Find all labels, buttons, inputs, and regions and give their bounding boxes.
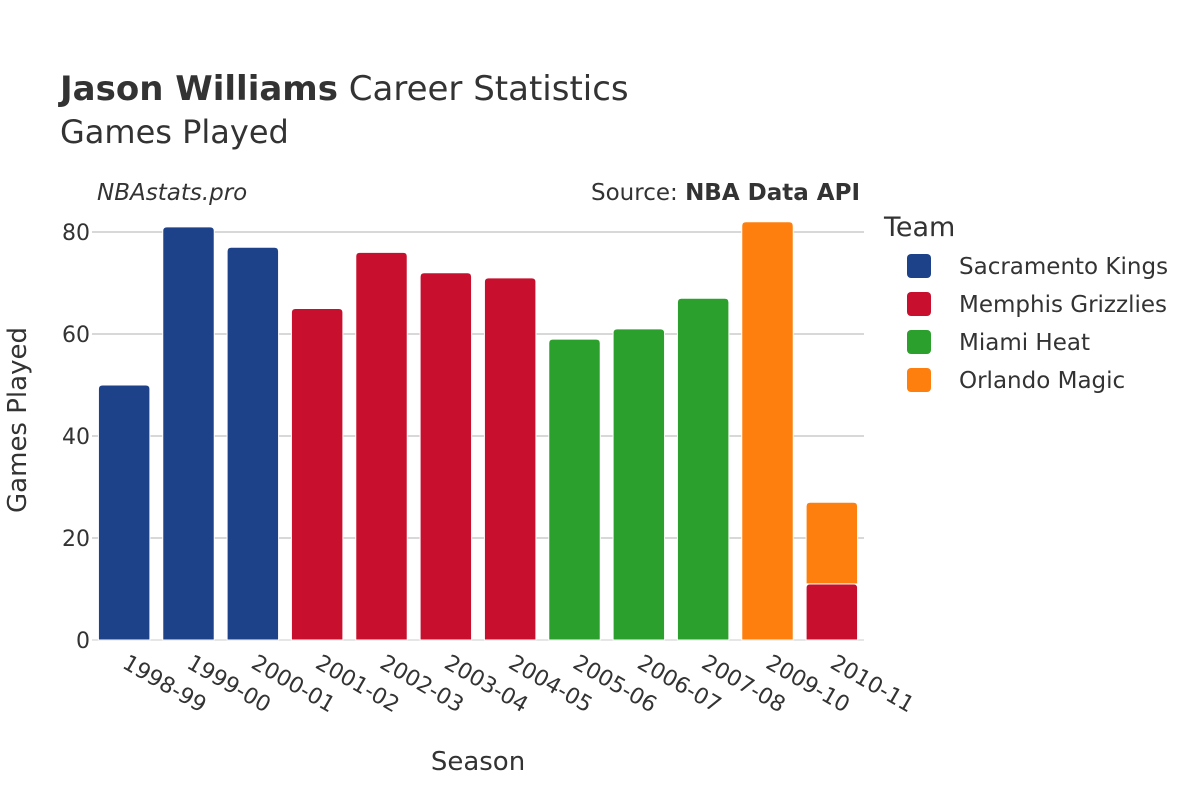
- legend-swatch-miami-heat: [907, 330, 931, 354]
- y-tick-label: 40: [62, 425, 90, 450]
- watermark: NBAstats.pro: [97, 180, 247, 206]
- legend-label-miami-heat[interactable]: Miami Heat: [959, 330, 1090, 356]
- legend-swatch-sacramento-kings: [907, 254, 931, 278]
- x-axis-ticks: 1998-991999-002000-012001-022002-032003-…: [118, 651, 918, 719]
- y-tick-label: 60: [62, 323, 90, 348]
- bar-2000-01-sacramento-kings[interactable]: [226, 246, 280, 641]
- y-tick-label: 0: [76, 629, 90, 654]
- y-tick-label: 20: [62, 527, 90, 552]
- y-axis-title: Games Played: [3, 327, 33, 513]
- grid-lines: [92, 231, 864, 641]
- legend-swatch-orlando-magic: [907, 368, 931, 392]
- bar-2007-08-miami-heat[interactable]: [676, 297, 730, 641]
- chart-title-rest: Career Statistics: [349, 69, 629, 109]
- bar-1998-99-sacramento-kings[interactable]: [97, 384, 151, 641]
- y-axis-ticks: 0 20 40 60 80: [62, 221, 90, 654]
- legend-items: Sacramento Kings Memphis Grizzlies Miami H…: [907, 254, 1168, 394]
- bar-2010-11-orlando-magic[interactable]: [805, 501, 859, 585]
- bars: [97, 221, 859, 641]
- legend-label-orlando-magic[interactable]: Orlando Magic: [959, 368, 1125, 394]
- chart-subtitle: Games Played: [60, 113, 289, 151]
- legend-title: Team: [883, 212, 955, 243]
- bar-2006-07-miami-heat[interactable]: [612, 328, 666, 641]
- chart-title: Jason Williams Career Statistics: [58, 69, 629, 109]
- bar-2001-02-memphis-grizzlies[interactable]: [290, 308, 344, 641]
- bar-2010-11-memphis-grizzlies[interactable]: [805, 583, 859, 641]
- chart-title-bold: Jason Williams: [58, 69, 338, 109]
- bar-2002-03-memphis-grizzlies[interactable]: [355, 251, 408, 641]
- bar-1999-00-sacramento-kings[interactable]: [162, 226, 215, 641]
- source-credit: Source: NBA Data API: [591, 180, 860, 206]
- bar-2009-10-orlando-magic[interactable]: [741, 221, 794, 641]
- legend-label-memphis-grizzlies[interactable]: Memphis Grizzlies: [959, 292, 1167, 318]
- chart-title-spacer: [338, 69, 349, 109]
- legend-label-sacramento-kings[interactable]: Sacramento Kings: [959, 254, 1168, 280]
- bar-2003-04-memphis-grizzlies[interactable]: [419, 272, 473, 641]
- bar-2005-06-miami-heat[interactable]: [548, 338, 601, 641]
- legend: Team Sacramento Kings Memphis Grizzlies Mi…: [883, 212, 1168, 394]
- legend-swatch-memphis-grizzlies: [907, 292, 931, 316]
- y-tick-label: 80: [62, 221, 90, 246]
- x-axis-title: Season: [431, 747, 525, 777]
- source-prefix: Source:: [591, 180, 685, 206]
- source-name: NBA Data API: [685, 180, 860, 206]
- bar-2004-05-memphis-grizzlies[interactable]: [483, 277, 537, 641]
